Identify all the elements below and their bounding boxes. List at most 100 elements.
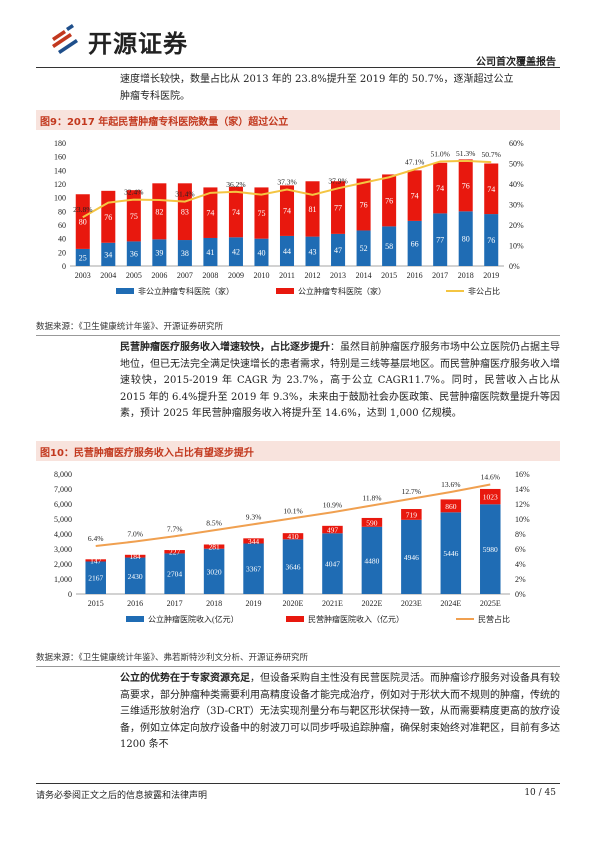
- x-tick-label: 2006: [151, 271, 167, 280]
- bar-series-2: [433, 162, 448, 214]
- x-tick-label: 2008: [202, 271, 218, 280]
- bar-label-series-1: 58: [385, 242, 393, 251]
- figure-10-title: 图10：民营肿瘤医疗服务收入占比有望逐步提升: [40, 448, 254, 459]
- line-data-label: 6.4%: [88, 534, 104, 543]
- bar-label-series-1: 76: [487, 236, 495, 245]
- x-tick-label: 2015: [381, 271, 397, 280]
- bar-label-series-2: 184: [130, 552, 142, 561]
- paragraph-2: 民营肿瘤医疗服务收入增速较快，占比逐步提升：虽然目前肿瘤医疗服务市场中公立医院仍…: [120, 340, 560, 423]
- x-tick-label: 2019: [483, 271, 499, 280]
- paragraph-3-lead: 公立的优势在于专家资源充足: [120, 673, 250, 684]
- x-tick-label: 2017: [432, 271, 448, 280]
- x-tick-label: 2016: [127, 599, 143, 608]
- y-tick-label: 40: [58, 235, 66, 244]
- bar-label-series-1: 52: [360, 244, 368, 253]
- y2-tick-label: 0%: [515, 590, 526, 599]
- line-data-label: 7.7%: [167, 524, 183, 533]
- bar-label-series-1: 4047: [325, 560, 340, 569]
- bar-label-series-1: 2704: [167, 570, 182, 579]
- line-data-label: 37.9%: [328, 176, 347, 185]
- legend-swatch-series-1: [116, 288, 134, 294]
- paragraph-1-line-2: 肿瘤专科医院。: [120, 90, 190, 102]
- bar-label-series-1: 5446: [443, 549, 458, 558]
- bar-label-series-2: 74: [232, 208, 240, 217]
- y2-tick-label: 30%: [509, 201, 524, 210]
- line-data-label: 31.4%: [175, 190, 194, 199]
- paragraph-1: 速度增长较快，数量占比从 2013 年的 23.8%提升至 2019 年的 50…: [120, 72, 560, 105]
- bar-label-series-2: 590: [366, 518, 378, 527]
- legend-swatch-series-2: [276, 288, 294, 294]
- bar-label-series-2: 497: [327, 526, 339, 535]
- y-tick-label: 1,000: [54, 575, 72, 584]
- bar-label-series-2: 719: [406, 510, 418, 519]
- y-tick-label: 100: [54, 194, 66, 203]
- y-tick-label: 120: [54, 180, 66, 189]
- y2-tick-label: 6%: [515, 545, 526, 554]
- company-name: 开源证券: [88, 30, 188, 58]
- line-data-label: 7.0%: [127, 530, 143, 539]
- bar-label-series-2: 74: [206, 209, 214, 218]
- bar-series-2: [401, 509, 422, 520]
- bar-label-series-2: 75: [130, 212, 138, 221]
- y-tick-label: 8,000: [54, 470, 72, 479]
- bar-series-1: [458, 211, 473, 266]
- bar-label-series-1: 3367: [246, 565, 261, 574]
- bar-series-1: [124, 557, 146, 594]
- figure-10-title-bar: 图10：民营肿瘤医疗服务收入占比有望逐步提升: [36, 441, 560, 461]
- y2-tick-label: 10%: [509, 242, 524, 251]
- bar-series-2: [75, 194, 90, 249]
- bar-label-series-2: 410: [287, 532, 299, 541]
- line-data-label: 13.6%: [441, 480, 460, 489]
- bar-label-series-2: 74: [487, 185, 495, 194]
- paragraph-2-text: ：虽然目前肿瘤医疗服务市场中公立医院仍占据主导地位，但已无法完全满足快速增长的患…: [120, 342, 560, 419]
- line-data-label: 9.3%: [246, 512, 262, 521]
- y-tick-label: 3,000: [54, 545, 72, 554]
- bar-label-series-1: 43: [309, 247, 317, 256]
- x-tick-label: 2019: [246, 599, 262, 608]
- x-tick-label: 2016: [407, 271, 423, 280]
- figure-9-title: 图9：2017 年起民营肿瘤专科医院数量（家）超过公立: [40, 117, 289, 128]
- bar-series-1: [282, 539, 304, 594]
- legend-swatch-series-1: [126, 616, 144, 622]
- x-tick-label: 2007: [177, 271, 193, 280]
- bar-series-1: [164, 553, 185, 594]
- line-data-label: 36.2%: [226, 180, 245, 189]
- line-data-label: 12.7%: [402, 487, 421, 496]
- y-tick-label: 2,000: [54, 560, 72, 569]
- bar-label-series-2: 76: [360, 201, 368, 210]
- bar-label-series-1: 2430: [128, 572, 143, 581]
- figure-9-divider: [36, 335, 560, 336]
- x-tick-label: 2024E: [440, 599, 461, 608]
- bar-series-2: [124, 554, 146, 558]
- y2-tick-label: 12%: [515, 500, 530, 509]
- bar-label-series-1: 44: [283, 247, 291, 256]
- bar-label-series-1: 34: [104, 250, 112, 259]
- x-tick-label: 2005: [126, 271, 142, 280]
- bar-label-series-1: 3020: [207, 567, 222, 576]
- bar-series-2: [322, 525, 343, 534]
- figure-9-chart: 0 20 40 60 80 100 120 140 160 180 0% 10% 20% 30% 40% 50…: [54, 139, 524, 296]
- bar-series-1: [254, 238, 269, 266]
- bar-label-series-2: 75: [257, 209, 265, 218]
- bar-series-2: [356, 178, 371, 231]
- y2-tick-label: 50%: [509, 160, 524, 169]
- bar-series-1: [203, 237, 218, 266]
- x-tick-label: 2020E: [283, 599, 304, 608]
- bar-label-series-2: 74: [411, 192, 419, 201]
- bar-label-series-2: 74: [283, 207, 291, 216]
- report-type: 公司首次覆盖报告: [476, 57, 556, 68]
- x-tick-label: 2004: [100, 271, 116, 280]
- bar-series-1: [401, 519, 422, 594]
- company-logo: 开源证券: [50, 22, 220, 58]
- bar-label-series-2: 860: [445, 502, 457, 511]
- y2-tick-label: 2%: [515, 575, 526, 584]
- legend-swatch-series-2: [286, 616, 304, 622]
- bar-label-series-1: 5980: [483, 545, 498, 554]
- bar-label-series-1: 25: [79, 253, 87, 262]
- figure-10-chart: 0 1,000 2,000 3,000 4,000 5,000 6,000 7,000 8,00…: [54, 470, 530, 624]
- y-tick-label: 4,000: [54, 530, 72, 539]
- x-tick-label: 2003: [75, 271, 91, 280]
- y2-tick-label: 4%: [515, 560, 526, 569]
- line-data-label: 47.1%: [405, 157, 424, 166]
- bar-series-2: [243, 538, 264, 544]
